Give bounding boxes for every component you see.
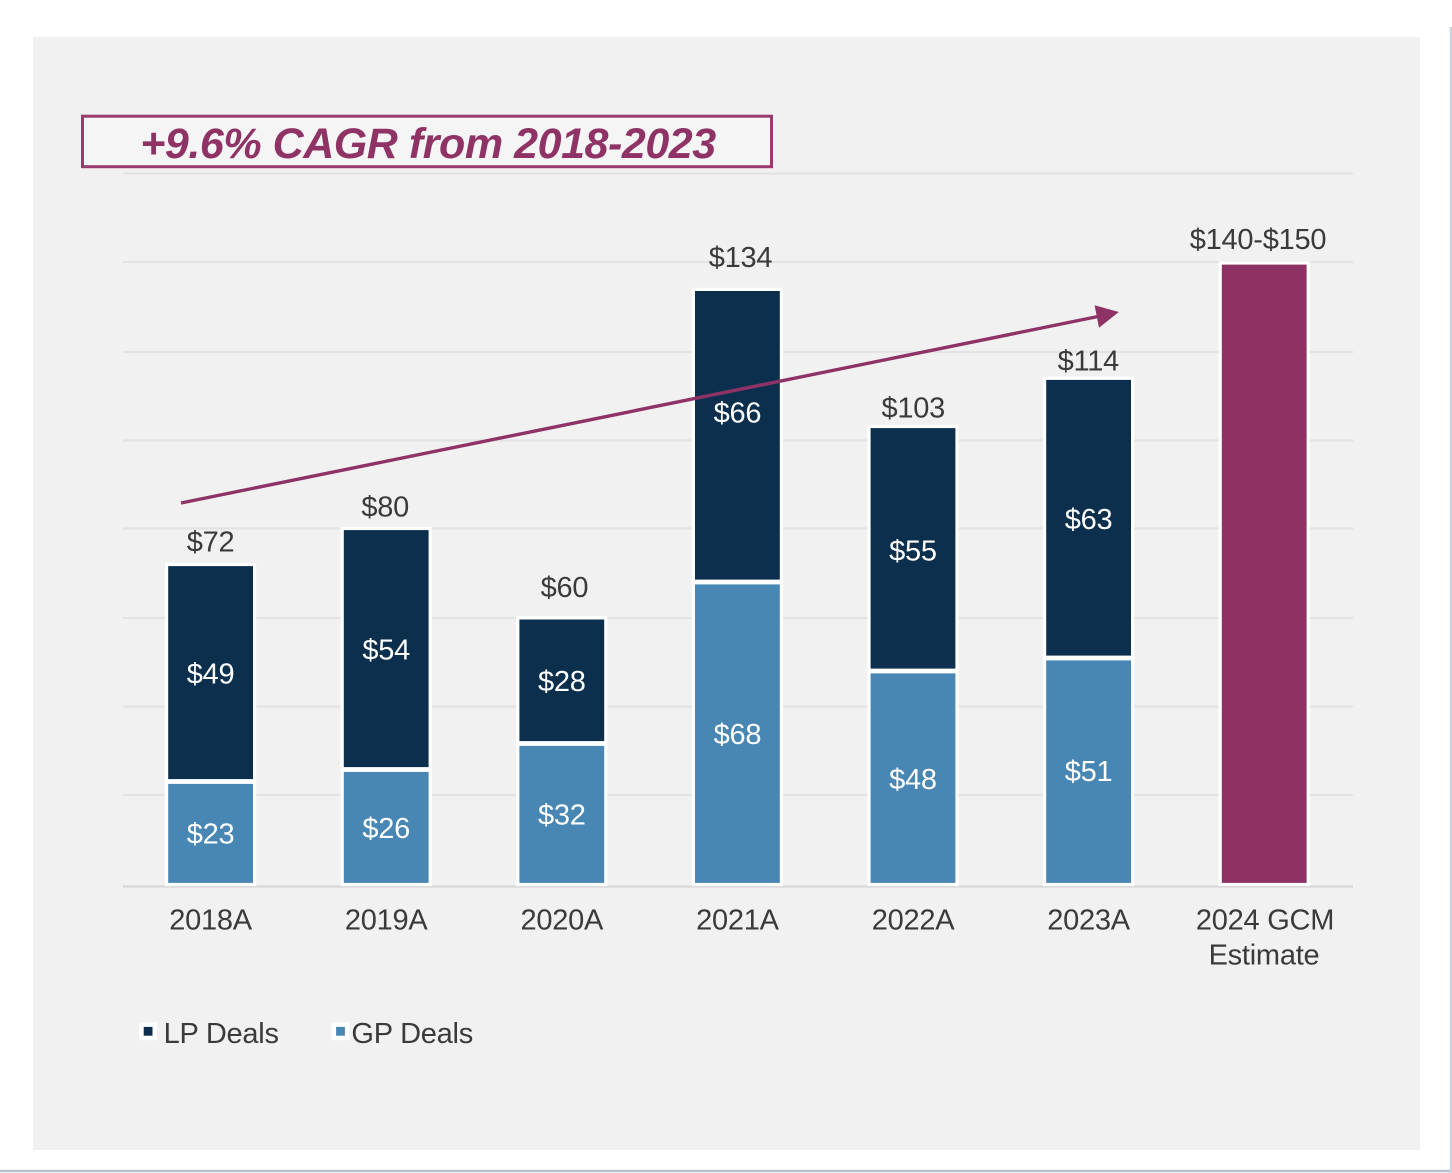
svg-text:Estimate: Estimate (1209, 940, 1320, 972)
svg-text:$60: $60 (541, 572, 589, 604)
svg-text:$66: $66 (714, 398, 762, 430)
svg-text:$55: $55 (889, 536, 937, 568)
svg-text:$114: $114 (1058, 345, 1119, 377)
svg-text:$23: $23 (187, 819, 235, 851)
svg-text:2018A: 2018A (169, 905, 253, 937)
svg-text:2019A: 2019A (345, 905, 429, 937)
svg-text:$103: $103 (882, 392, 946, 424)
svg-text:$28: $28 (538, 666, 586, 698)
svg-text:2020A: 2020A (520, 905, 604, 937)
svg-text:$72: $72 (187, 527, 235, 559)
svg-text:$49: $49 (187, 659, 235, 691)
svg-text:2023A: 2023A (1047, 905, 1131, 937)
svg-text:LP Deals: LP Deals (164, 1018, 279, 1050)
svg-text:2022A: 2022A (872, 905, 956, 937)
svg-text:$134: $134 (709, 242, 773, 274)
svg-text:+9.6% CAGR from 2018-2023: +9.6% CAGR from 2018-2023 (140, 120, 716, 168)
svg-text:$51: $51 (1065, 756, 1113, 788)
svg-text:$68: $68 (714, 719, 762, 751)
svg-text:GP Deals: GP Deals (351, 1018, 473, 1050)
svg-text:2021A: 2021A (696, 905, 780, 937)
svg-text:$140-$150: $140-$150 (1190, 224, 1326, 256)
svg-text:2024 GCM: 2024 GCM (1196, 905, 1334, 937)
svg-text:$26: $26 (362, 813, 410, 845)
svg-text:$54: $54 (362, 635, 410, 667)
svg-text:$80: $80 (361, 492, 409, 524)
svg-text:$48: $48 (889, 764, 937, 796)
svg-text:$63: $63 (1065, 504, 1113, 536)
svg-text:$32: $32 (538, 800, 586, 832)
